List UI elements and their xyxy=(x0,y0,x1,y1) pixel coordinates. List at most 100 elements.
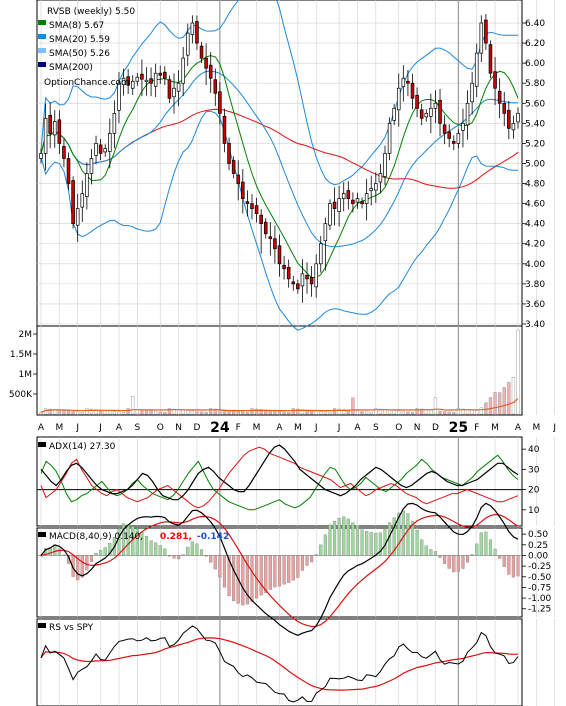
macd-histogram-bar xyxy=(80,555,84,578)
adx-tick-label: 30 xyxy=(528,465,540,475)
legend-swatch-sma20 xyxy=(38,34,46,39)
candle-body xyxy=(502,102,507,114)
macd-histogram-bar xyxy=(351,522,355,556)
macd-histogram-bar xyxy=(250,555,254,602)
candle-body xyxy=(176,82,181,92)
month-label: J xyxy=(337,423,341,433)
candle-body xyxy=(213,79,218,94)
macd-histogram-bar xyxy=(346,518,350,556)
macd-legend: MACD(8,40,9) 0.140, 0.281, -0.142 xyxy=(38,532,229,542)
year-label: 24 xyxy=(210,420,230,436)
macd-histogram-bar xyxy=(323,534,327,556)
legend-swatch-sma200 xyxy=(38,62,46,67)
volume-bar xyxy=(387,409,392,415)
macd-histogram-bar xyxy=(199,549,204,556)
candle-body xyxy=(374,183,378,191)
volume-bar xyxy=(479,407,483,415)
price-tick-label: 5.40 xyxy=(525,119,545,129)
rs-legend: RS vs SPY xyxy=(38,623,94,633)
volume-bar xyxy=(497,392,502,415)
volume-bar xyxy=(360,411,364,415)
candle-body xyxy=(222,115,227,144)
volume-bar xyxy=(397,410,401,415)
volume-bar xyxy=(76,411,80,415)
volume-bar xyxy=(62,410,66,415)
volume-bar xyxy=(342,409,346,415)
macd-histogram-bar xyxy=(415,530,419,556)
macd-histogram-bar xyxy=(516,555,520,577)
price-tick-label: 3.80 xyxy=(525,280,545,290)
month-label: F xyxy=(474,423,479,433)
candle-body xyxy=(511,123,516,131)
volume-bar xyxy=(153,411,158,415)
volume-bar xyxy=(332,408,337,415)
volume-bar xyxy=(300,409,305,415)
candle-body xyxy=(286,266,291,280)
candle-body xyxy=(351,199,355,204)
volume-bar xyxy=(163,412,167,415)
volume-bar xyxy=(245,412,250,415)
volume-bar xyxy=(507,382,511,415)
macd-histogram-bar xyxy=(287,555,291,583)
volume-bar xyxy=(296,408,300,415)
adx-axis: 40 30 20 10 xyxy=(522,445,540,516)
macd-histogram-bar xyxy=(177,555,181,560)
volume-bars xyxy=(39,329,520,415)
candle-body xyxy=(181,57,185,84)
candlesticks xyxy=(39,14,520,303)
macd-histogram-bar xyxy=(511,555,515,578)
macd-histogram-bar xyxy=(424,545,428,556)
adx-line xyxy=(40,444,519,501)
candle-body xyxy=(57,119,62,144)
macd-histogram-bar xyxy=(355,525,360,556)
bollinger-upper xyxy=(40,0,518,186)
volume-bar xyxy=(199,411,204,415)
volume-bar xyxy=(511,376,516,415)
candle-body xyxy=(71,180,75,225)
volume-tick-label: 2M xyxy=(19,330,33,340)
candle-body xyxy=(488,44,493,74)
volume-average-line xyxy=(40,398,519,413)
candle-body xyxy=(383,153,387,177)
candle-body xyxy=(424,112,429,118)
candle-body xyxy=(108,133,112,152)
candle-body xyxy=(332,201,337,209)
volume-bar xyxy=(39,412,43,415)
candle-body xyxy=(254,205,259,214)
volume-bar xyxy=(392,410,396,415)
macd-histogram-bar xyxy=(277,555,282,587)
candle-body xyxy=(66,158,71,184)
candle-body xyxy=(419,109,424,119)
legend-sma20: SMA(20) 5.59 xyxy=(49,35,110,45)
macd-histogram-bar xyxy=(420,539,424,556)
candle-body xyxy=(98,144,103,154)
candle-body xyxy=(415,94,419,109)
macd-histogram-bar xyxy=(186,546,190,556)
macd-lines xyxy=(37,502,522,636)
price-tick-label: 6.00 xyxy=(525,59,545,69)
macd-histogram-bar xyxy=(218,555,222,578)
macd-histogram-bar xyxy=(328,524,332,556)
volume-bar xyxy=(502,387,506,415)
candle-body xyxy=(282,264,286,270)
volume-bar xyxy=(351,397,355,415)
macd-histogram-bar xyxy=(456,555,460,572)
price-tick-label: 4.20 xyxy=(525,240,545,250)
macd-histogram-bar xyxy=(154,542,158,556)
volume-bar xyxy=(277,411,282,415)
volume-bar xyxy=(117,411,121,415)
volume-bar xyxy=(401,411,406,415)
volume-bar xyxy=(209,408,213,415)
month-label: N xyxy=(175,423,182,433)
macd-histogram-bar xyxy=(172,555,176,559)
candle-body xyxy=(39,153,43,159)
price-tick-label: 5.80 xyxy=(525,79,545,89)
month-label: A xyxy=(38,423,45,433)
volume-bar xyxy=(319,411,323,415)
macd-histogram-bar xyxy=(273,555,277,588)
volume-bar xyxy=(433,397,438,415)
volume-bar xyxy=(241,411,245,415)
candle-body xyxy=(474,52,479,87)
volume-bar xyxy=(140,409,144,415)
month-label: M xyxy=(294,423,302,433)
